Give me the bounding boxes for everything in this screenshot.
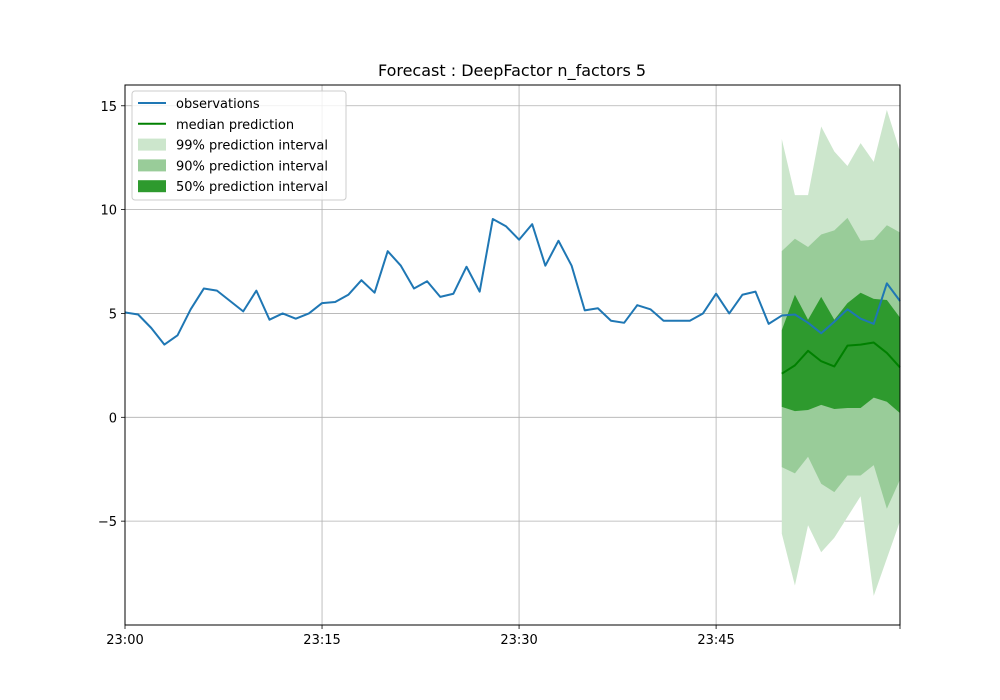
legend-swatch-50-interval	[138, 180, 166, 193]
x-tick-label: 23:30	[500, 633, 537, 648]
y-tick-label: 5	[109, 307, 117, 322]
prediction-interval-bands	[781, 109, 900, 596]
chart-title: Forecast : DeepFactor n_factors 5	[378, 61, 646, 81]
series-lines	[124, 217, 901, 375]
y-tick-label: −5	[98, 515, 117, 530]
y-tick-label: 15	[100, 100, 117, 115]
x-tick-label: 23:45	[697, 633, 734, 648]
legend-label-50-interval: 50% prediction interval	[176, 180, 328, 195]
legend: observations median prediction 99% predict…	[131, 90, 347, 201]
median-prediction-line	[781, 341, 901, 375]
legend-box	[131, 90, 347, 201]
legend-label-median-prediction: median prediction	[176, 118, 294, 133]
x-tick-label: 23:15	[303, 633, 340, 648]
legend-swatch-90-interval	[138, 159, 166, 172]
y-tick-label: 0	[109, 411, 117, 426]
legend-label-90-interval: 90% prediction interval	[176, 159, 328, 174]
legend-label-99-interval: 99% prediction interval	[176, 139, 328, 154]
plot-frame	[124, 84, 901, 626]
y-tick-label: 10	[100, 204, 117, 219]
legend-label-observations: observations	[176, 97, 260, 112]
observations-line	[124, 217, 901, 346]
axis-ticks: 23:00 23:15 23:30 23:45 −5 0 5 10 15	[98, 100, 901, 648]
x-tick-label: 23:00	[106, 633, 143, 648]
legend-swatch-99-interval	[138, 138, 166, 151]
